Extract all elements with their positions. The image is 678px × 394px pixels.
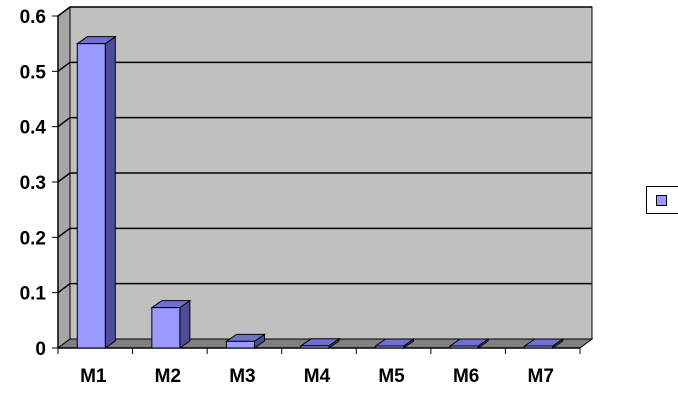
x-tick-labels: M1 M2 M3 M4 M5 M6 M7	[80, 366, 554, 387]
bar-front	[151, 307, 181, 349]
x-tick-label-m3: M3	[229, 366, 255, 387]
x-tick-label-m5: M5	[378, 366, 405, 387]
gridline	[57, 116, 592, 128]
bar-front	[375, 345, 405, 349]
gridline	[57, 282, 592, 294]
bar-m5	[373, 338, 416, 349]
gridline	[57, 172, 592, 183]
bar-front	[300, 345, 330, 349]
bar-m1	[75, 35, 117, 349]
legend	[646, 186, 678, 214]
bar-m7	[523, 338, 565, 349]
bar-side	[179, 299, 191, 349]
bar-front	[524, 345, 554, 349]
chart-walls	[56, 6, 594, 349]
x-tick-label-m1: M1	[80, 366, 107, 387]
bar-m6	[448, 338, 490, 349]
y-tick-labels: 0 0.1 0.2 0.3 0.4 0.5 0.6	[20, 7, 47, 360]
bar-front	[225, 340, 255, 349]
y-tick-label: 0.6	[20, 7, 46, 28]
x-tick-label-m6: M6	[453, 366, 479, 387]
legend-swatch-series-1	[656, 195, 667, 206]
bar-front	[76, 43, 106, 349]
y-tick-label: 0.5	[20, 62, 47, 83]
bars	[75, 35, 565, 349]
y-tick-label: 0	[35, 339, 46, 360]
y-tick-label: 0.2	[20, 228, 46, 249]
gridlines	[57, 6, 592, 294]
bar-m4	[299, 337, 341, 349]
bar-m2	[150, 299, 192, 349]
bar-front	[449, 345, 479, 349]
gridline	[57, 6, 592, 17]
bar-side	[104, 35, 116, 349]
bar-m3	[224, 333, 267, 349]
x-tick-label-m4: M4	[304, 366, 331, 387]
y-tick-label: 0.3	[20, 173, 46, 194]
gridline	[57, 61, 592, 72]
x-tick-label-m7: M7	[528, 366, 554, 387]
gridline	[57, 227, 592, 238]
x-tick-label-m2: M2	[155, 366, 181, 387]
y-tick-label: 0.1	[20, 284, 47, 305]
y-tick-label: 0.4	[20, 118, 47, 139]
